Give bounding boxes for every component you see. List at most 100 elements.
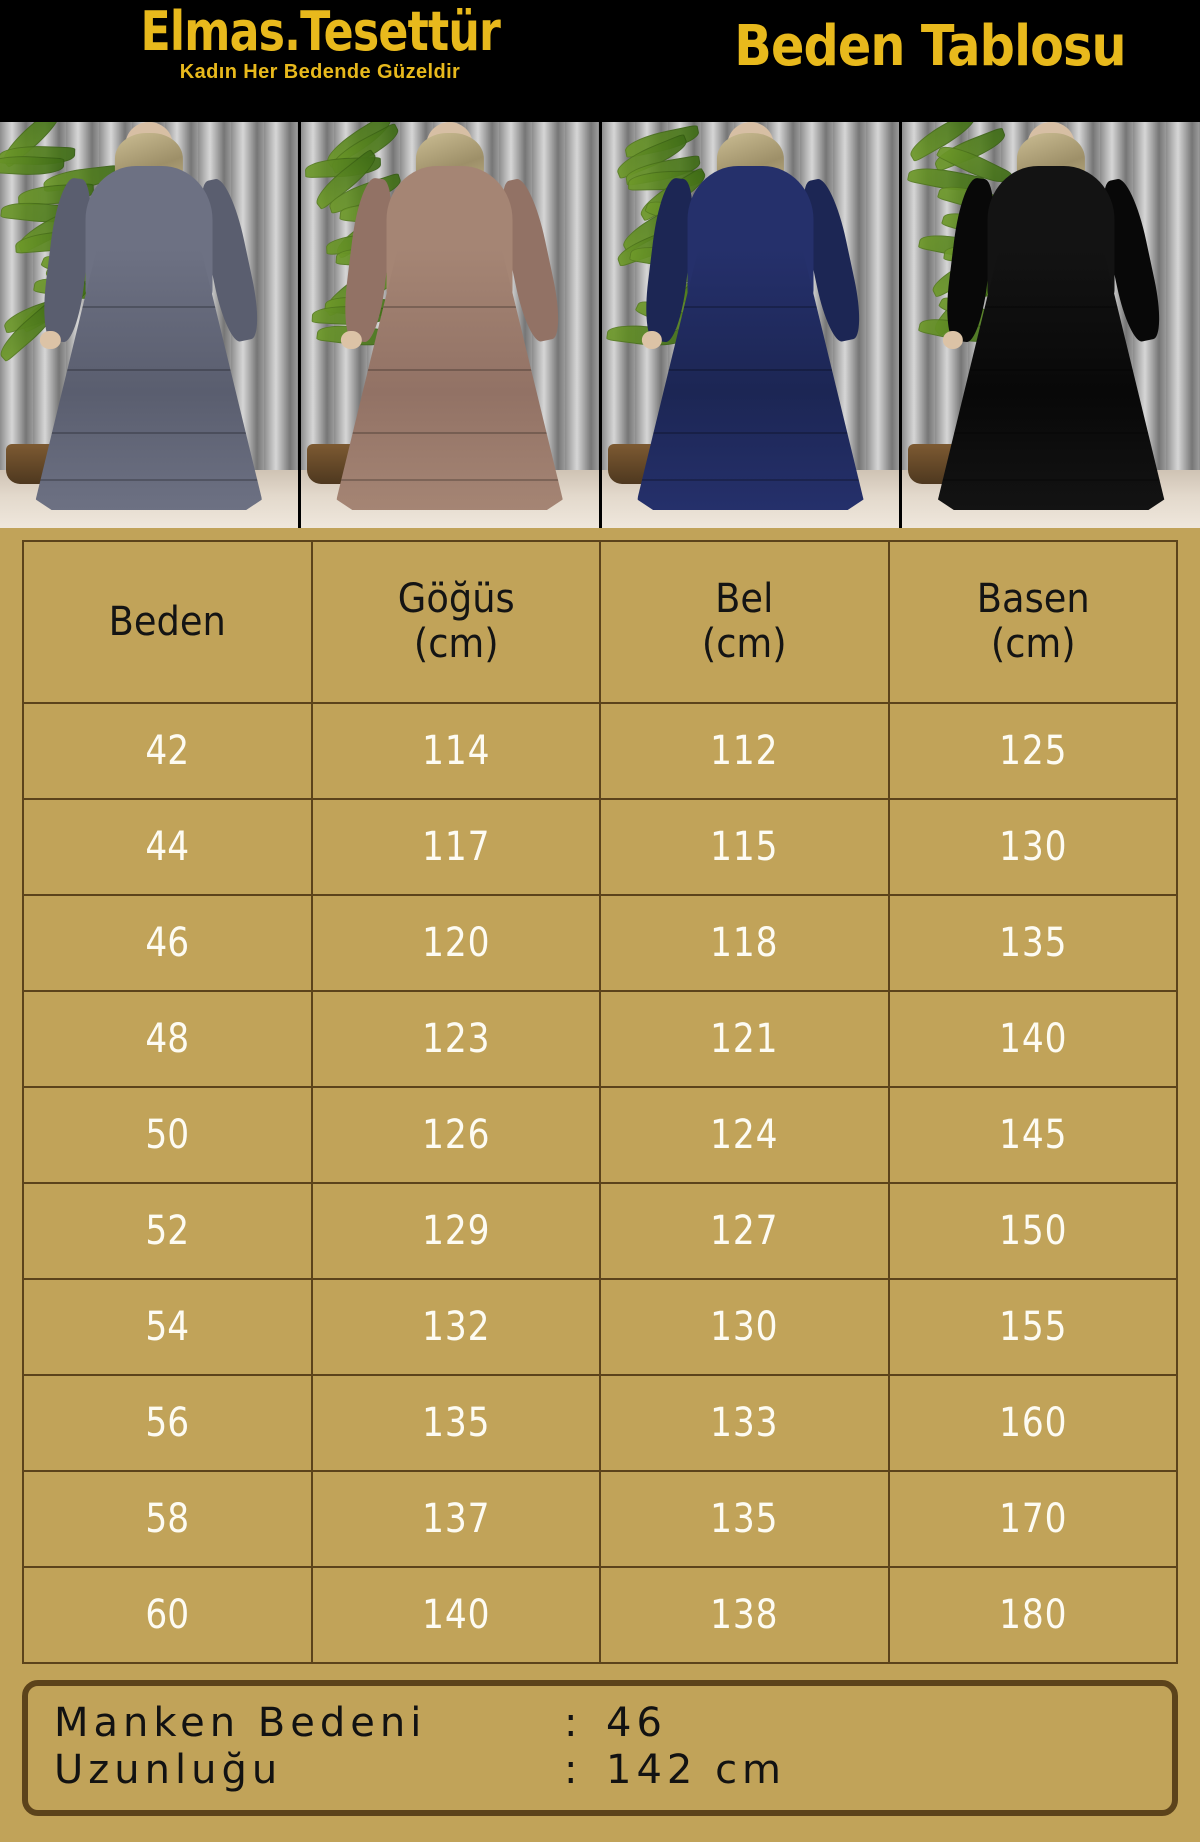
cell-bel: 133 xyxy=(620,1375,868,1471)
dress-photo-navy xyxy=(599,122,900,528)
cell-gogus: 129 xyxy=(332,1183,580,1279)
column-header-bel: Bel (cm) xyxy=(612,541,877,703)
cell-bel: 121 xyxy=(620,991,868,1087)
cell-gogus: 117 xyxy=(332,799,580,895)
column-header-line: (cm) xyxy=(905,622,1161,667)
cell-bel: 124 xyxy=(620,1087,868,1183)
cell-gogus: 126 xyxy=(332,1087,580,1183)
table-row: 52 129 127 150 xyxy=(23,1183,1177,1279)
column-header-line: (cm) xyxy=(616,622,872,667)
dress-tier-seam xyxy=(938,479,1164,481)
cell-beden: 48 xyxy=(43,991,291,1087)
model-figure xyxy=(938,136,1164,510)
size-table-container: Beden Göğüs (cm) Bel (cm) Basen (cm) 42 114 1… xyxy=(0,528,1200,1664)
model-figure xyxy=(637,136,863,510)
brand-tagline: Kadın Her Bedende Güzeldir xyxy=(180,61,460,84)
cell-bel: 112 xyxy=(620,703,868,799)
model-length-value: 142 cm xyxy=(606,1747,786,1794)
column-header-line: Basen xyxy=(905,577,1161,622)
dress-tier-seam xyxy=(938,432,1164,434)
footer-area: Manken Bedeni : 46 Uzunluğu : 142 cm xyxy=(0,1664,1200,1842)
model-size-value: 46 xyxy=(606,1700,667,1747)
cell-basen: 150 xyxy=(909,1183,1157,1279)
cell-basen: 145 xyxy=(909,1087,1157,1183)
cell-beden: 44 xyxy=(43,799,291,895)
cell-bel: 118 xyxy=(620,895,868,991)
dress-photo-black xyxy=(899,122,1200,528)
column-header-gogus: Göğüs (cm) xyxy=(323,541,588,703)
size-table-header: Beden Göğüs (cm) Bel (cm) Basen (cm) xyxy=(23,541,1177,703)
model-figure xyxy=(336,136,562,510)
cell-bel: 127 xyxy=(620,1183,868,1279)
model-hand xyxy=(40,331,60,350)
size-table: Beden Göğüs (cm) Bel (cm) Basen (cm) 42 114 1… xyxy=(22,540,1178,1664)
model-hand xyxy=(341,331,361,350)
cell-beden: 42 xyxy=(43,703,291,799)
cell-basen: 160 xyxy=(909,1375,1157,1471)
cell-basen: 170 xyxy=(909,1471,1157,1567)
column-header-beden: Beden xyxy=(35,541,300,703)
column-header-line: (cm) xyxy=(328,622,584,667)
model-size-line: Manken Bedeni : 46 xyxy=(54,1700,1146,1747)
cell-bel: 130 xyxy=(620,1279,868,1375)
dress-tier-seam xyxy=(36,479,262,481)
column-header-line: Beden xyxy=(39,600,295,645)
dress-tier-seam xyxy=(336,432,562,434)
model-length-separator: : xyxy=(564,1747,606,1794)
cell-basen: 125 xyxy=(909,703,1157,799)
table-row: 48 123 121 140 xyxy=(23,991,1177,1087)
model-hand xyxy=(943,331,963,350)
cell-bel: 138 xyxy=(620,1567,868,1663)
model-info-box: Manken Bedeni : 46 Uzunluğu : 142 cm xyxy=(22,1680,1178,1816)
cell-bel: 115 xyxy=(620,799,868,895)
cell-beden: 52 xyxy=(43,1183,291,1279)
model-size-label: Manken Bedeni xyxy=(54,1700,564,1747)
dress-tier-seam xyxy=(938,369,1164,371)
table-row: 46 120 118 135 xyxy=(23,895,1177,991)
page-header: Elmas.Tesettür Kadın Her Bedende Güzeldi… xyxy=(0,0,1200,122)
dress-tier-seam xyxy=(637,479,863,481)
cell-gogus: 137 xyxy=(332,1471,580,1567)
table-row: 58 137 135 170 xyxy=(23,1471,1177,1567)
cell-gogus: 123 xyxy=(332,991,580,1087)
table-row: 54 132 130 155 xyxy=(23,1279,1177,1375)
cell-gogus: 114 xyxy=(332,703,580,799)
size-table-body: 42 114 112 125 44 117 115 130 46 120 118 135 48 123 12… xyxy=(23,703,1177,1663)
column-header-line: Göğüs xyxy=(328,577,584,622)
dress-tier-seam xyxy=(336,369,562,371)
column-header-basen: Basen (cm) xyxy=(900,541,1165,703)
cell-beden: 56 xyxy=(43,1375,291,1471)
cell-gogus: 132 xyxy=(332,1279,580,1375)
dress-tier-seam xyxy=(36,432,262,434)
size-chart-page: Elmas.Tesettür Kadın Her Bedende Güzeldi… xyxy=(0,0,1200,1800)
dress-photo-grey xyxy=(0,122,298,528)
table-header-row: Beden Göğüs (cm) Bel (cm) Basen (cm) xyxy=(23,541,1177,703)
cell-gogus: 120 xyxy=(332,895,580,991)
cell-beden: 60 xyxy=(43,1567,291,1663)
table-row: 50 126 124 145 xyxy=(23,1087,1177,1183)
table-row: 60 140 138 180 xyxy=(23,1567,1177,1663)
table-row: 42 114 112 125 xyxy=(23,703,1177,799)
table-row: 44 117 115 130 xyxy=(23,799,1177,895)
cell-basen: 130 xyxy=(909,799,1157,895)
column-header-line: Bel xyxy=(616,577,872,622)
cell-gogus: 140 xyxy=(332,1567,580,1663)
dress-tier-seam xyxy=(637,432,863,434)
cell-beden: 54 xyxy=(43,1279,291,1375)
cell-basen: 180 xyxy=(909,1567,1157,1663)
cell-basen: 135 xyxy=(909,895,1157,991)
dress-tier-seam xyxy=(637,369,863,371)
cell-basen: 155 xyxy=(909,1279,1157,1375)
model-size-separator: : xyxy=(564,1700,606,1747)
model-length-line: Uzunluğu : 142 cm xyxy=(54,1747,1146,1794)
product-photo-strip xyxy=(0,122,1200,528)
dress-photo-mink xyxy=(298,122,599,528)
cell-beden: 46 xyxy=(43,895,291,991)
cell-basen: 140 xyxy=(909,991,1157,1087)
brand-block: Elmas.Tesettür Kadın Her Bedende Güzeldi… xyxy=(0,4,640,84)
cell-gogus: 135 xyxy=(332,1375,580,1471)
model-length-label: Uzunluğu xyxy=(54,1747,564,1794)
cell-beden: 50 xyxy=(43,1087,291,1183)
dress-tier-seam xyxy=(36,369,262,371)
model-figure xyxy=(36,136,262,510)
